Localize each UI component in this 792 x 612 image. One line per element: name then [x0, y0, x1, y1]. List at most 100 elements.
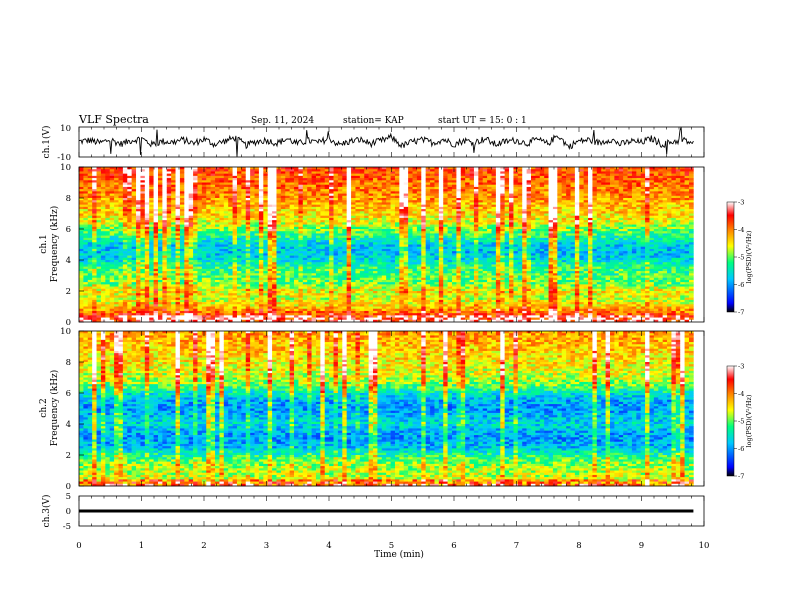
spectrogram-cell [144, 253, 150, 256]
spectrogram-cell [87, 257, 93, 261]
spectrogram-cell [377, 237, 383, 241]
spectrogram-cell [140, 273, 146, 276]
spectrogram-cell [87, 286, 93, 290]
spectrogram-cell [315, 213, 321, 217]
spectrogram-cell [162, 266, 168, 270]
spectrogram-cell [294, 288, 299, 292]
spectrogram-cell [324, 317, 330, 321]
spectrogram-cell [228, 184, 233, 188]
spectrogram-cell [342, 220, 347, 223]
spectrogram-cell [236, 198, 242, 201]
spectrogram-cell [114, 173, 119, 177]
spectrogram-cell [166, 242, 172, 245]
spectrogram-cell [351, 224, 356, 228]
spectrogram-cell [280, 184, 286, 188]
spectrogram-cell [232, 235, 238, 239]
spectrogram-cell [342, 248, 347, 252]
spectrogram-cell [254, 242, 260, 245]
spectrogram-cell [219, 277, 225, 281]
spectrogram-cell [359, 204, 365, 208]
spectrogram-cell [83, 308, 89, 312]
spectrogram-cell [122, 175, 128, 179]
spectrogram-cell [157, 204, 163, 208]
spectrogram-cell [311, 169, 317, 172]
spectrogram-cell [373, 310, 378, 314]
spectrogram-cell [219, 286, 225, 290]
spectrogram-cell [245, 295, 251, 298]
spectrogram-cell [307, 195, 312, 199]
spectrogram-cell [87, 293, 93, 296]
spectrogram-cell [315, 195, 321, 199]
spectrogram-cell [131, 319, 137, 323]
spectrogram-cell [118, 297, 124, 301]
spectrogram-cell [236, 288, 242, 292]
spectrogram-cell [166, 293, 172, 296]
spectrogram-cell [232, 246, 238, 250]
spectrogram-cell [368, 257, 374, 261]
spectrogram-cell [307, 262, 312, 265]
spectrogram-cell [315, 251, 321, 254]
spectrogram-cell [241, 295, 247, 298]
spectrogram-cell [329, 200, 334, 203]
spectrogram-cell [105, 260, 111, 263]
spectrogram-cell [245, 235, 251, 239]
spectrogram-cell [162, 317, 168, 321]
spectrogram-cell [346, 180, 352, 183]
spectrogram-cell [258, 251, 264, 254]
spectrogram-cell [114, 191, 119, 194]
spectrogram-cell [171, 178, 176, 181]
spectrogram-cell [298, 180, 304, 183]
spectrogram-cell [197, 299, 203, 303]
spectrogram-cell [272, 255, 277, 259]
spectrogram-cell [364, 220, 369, 223]
spectrogram-cell [179, 229, 185, 232]
spectrogram-cell [346, 304, 352, 307]
spectrogram-cell [346, 248, 352, 252]
spectrogram-cell [307, 251, 312, 254]
spectrogram-cell [171, 317, 176, 321]
spectrogram-cell [140, 291, 146, 294]
spectrogram-cell [193, 242, 198, 245]
spectrogram-cell [144, 304, 150, 307]
spectrogram-cell [144, 299, 150, 303]
spectrogram-cell [250, 200, 255, 203]
spectrogram-cell [232, 233, 238, 236]
spectrogram-cell [193, 306, 198, 310]
spectrogram-cell [315, 242, 321, 245]
spectrogram-cell [254, 233, 260, 236]
spectrogram-cell [241, 180, 247, 183]
spectrogram-cell [131, 231, 137, 234]
spectrogram-cell [307, 277, 312, 281]
spectrogram-cell [359, 264, 365, 267]
spectrogram-cell [364, 231, 369, 234]
spectrogram-cell [232, 291, 238, 294]
spectrogram-cell [206, 178, 211, 181]
spectrogram-cell [241, 255, 247, 259]
spectrogram-cell [346, 229, 352, 232]
spectrogram-cell [118, 229, 124, 232]
spectrogram-cell [105, 264, 111, 267]
spectrogram-cell [294, 310, 299, 314]
spectrogram-cell [236, 184, 242, 188]
spectrogram-cell [381, 319, 387, 323]
spectrogram-cell [267, 273, 273, 276]
spectrogram-cell [355, 284, 361, 287]
spectrogram-cell [109, 315, 115, 318]
spectrogram-cell [184, 244, 190, 248]
spectrogram-cell [201, 308, 207, 312]
spectrogram-cell [153, 198, 159, 201]
spectrogram-cell [280, 268, 286, 272]
spectrogram-cell [79, 271, 84, 274]
spectrogram-cell [263, 220, 268, 223]
spectrogram-cell [179, 262, 185, 265]
spectrogram-cell [377, 235, 383, 239]
spectrogram-cell [315, 235, 321, 239]
spectrogram-cell [307, 191, 312, 194]
spectrogram-cell [109, 237, 115, 241]
spectrogram-cell [219, 308, 225, 312]
spectrogram-cell [254, 200, 260, 203]
spectrogram-cell [140, 186, 146, 190]
spectrogram-cell [307, 211, 312, 214]
spectrogram-cell [368, 286, 374, 290]
spectrogram-cell [245, 220, 251, 223]
